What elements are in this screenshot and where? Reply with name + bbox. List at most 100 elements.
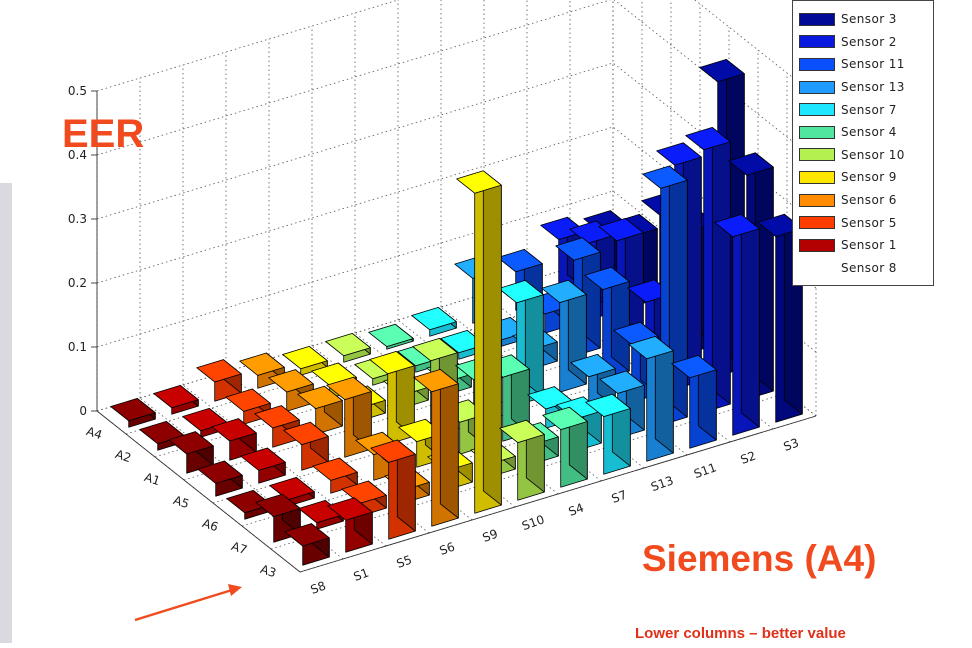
column-tick-label: S3 bbox=[782, 436, 801, 454]
column-tick-label: S6 bbox=[438, 540, 457, 558]
z-tick-label: 0.5 bbox=[68, 84, 87, 98]
legend-label: Sensor 4 bbox=[841, 125, 897, 140]
column-tick-label: S9 bbox=[481, 527, 500, 545]
arrow-layer bbox=[134, 584, 242, 622]
bar-S5-A7 bbox=[341, 480, 387, 517]
grid-line bbox=[96, 0, 817, 161]
bar-S9-A3 bbox=[456, 170, 502, 514]
bar-S1-A6 bbox=[269, 476, 315, 507]
legend-label: Sensor 9 bbox=[841, 170, 897, 185]
legend-item: Sensor 11 bbox=[799, 53, 927, 76]
legend-label: Sensor 13 bbox=[841, 80, 905, 95]
legend-item: Sensor 4 bbox=[799, 121, 927, 144]
legend: Sensor 3 Sensor 2 Sensor 11 Sensor 13 Sensor… bbox=[792, 0, 934, 286]
slide-side-band bbox=[0, 183, 12, 643]
bars-layer bbox=[110, 59, 803, 566]
column-tick-label: S7 bbox=[610, 488, 629, 506]
row-tick-label: A4 bbox=[85, 424, 104, 442]
legend-item: Sensor 8 bbox=[799, 257, 927, 280]
row-tick-label: A6 bbox=[201, 516, 220, 534]
bar-S8-A5 bbox=[197, 460, 243, 497]
legend-item: Sensor 5 bbox=[799, 211, 927, 234]
legend-label: Sensor 1 bbox=[841, 238, 897, 253]
bar-S5-A6 bbox=[312, 457, 358, 494]
legend-label: Sensor 8 bbox=[841, 260, 897, 275]
y-axis-line bbox=[96, 410, 301, 573]
z-tick-label: 0 bbox=[79, 404, 87, 418]
column-tick-label: S4 bbox=[567, 501, 586, 519]
legend-swatch bbox=[799, 216, 835, 230]
bar-S11-A3 bbox=[671, 354, 717, 449]
bar-S4-A4 bbox=[368, 323, 414, 350]
column-tick-label: S11 bbox=[692, 460, 718, 481]
bar-S7-A3 bbox=[585, 393, 631, 475]
bar-S8-A4 bbox=[110, 397, 156, 428]
legend-label: Sensor 6 bbox=[841, 193, 897, 208]
bar-S5-A4 bbox=[196, 359, 242, 402]
bar-S1-A4 bbox=[153, 384, 199, 415]
legend-swatch bbox=[799, 103, 835, 117]
bar-S2-A7 bbox=[685, 127, 731, 413]
bar-S9-A5 bbox=[369, 350, 415, 445]
bar-S2-A3 bbox=[714, 213, 760, 436]
x-axis-line bbox=[299, 415, 817, 573]
bar-S7-A5 bbox=[498, 279, 544, 406]
bar-S11-A1 bbox=[555, 237, 601, 357]
column-tick-label: S13 bbox=[649, 473, 675, 494]
chart-title: EER bbox=[62, 112, 145, 156]
column-tick-label: S8 bbox=[309, 579, 328, 597]
legend-swatch bbox=[799, 261, 835, 275]
z-tick-label: 0.4 bbox=[68, 148, 87, 162]
legend-label: Sensor 3 bbox=[841, 12, 897, 27]
legend-item: Sensor 10 bbox=[799, 144, 927, 167]
bar-S6-A1 bbox=[297, 385, 343, 435]
row-tick-label: A3 bbox=[259, 562, 278, 580]
legend-item: Sensor 13 bbox=[799, 76, 927, 99]
column-tick-label: S10 bbox=[520, 512, 546, 533]
z-tick-label: 0.1 bbox=[68, 340, 87, 354]
bar-S5-A5 bbox=[283, 421, 329, 471]
legend-swatch bbox=[799, 170, 835, 184]
legend-item: Sensor 2 bbox=[799, 31, 927, 54]
bar-S7-A4 bbox=[411, 306, 457, 337]
row-tick-label: A7 bbox=[230, 539, 249, 557]
bar-S1-A5 bbox=[240, 447, 286, 484]
bar-S1-A1 bbox=[211, 418, 257, 461]
bar-S13-A7 bbox=[599, 370, 645, 439]
legend-label: Sensor 7 bbox=[841, 102, 897, 117]
bar-S5-A1 bbox=[254, 405, 300, 448]
bar-S11-A5 bbox=[584, 266, 630, 380]
z-tick-label: 0.2 bbox=[68, 276, 87, 290]
legend-swatch bbox=[799, 35, 835, 49]
z-tick-label: 0.3 bbox=[68, 212, 87, 226]
legend-item: Sensor 9 bbox=[799, 166, 927, 189]
column-tick-label: S2 bbox=[739, 449, 758, 467]
bar-S13-A3 bbox=[628, 335, 674, 462]
bar-S6-A2 bbox=[268, 369, 314, 412]
legend-item: Sensor 7 bbox=[799, 98, 927, 121]
legend-swatch bbox=[799, 80, 835, 94]
column-tick-label: S1 bbox=[352, 566, 371, 584]
legend-swatch bbox=[799, 125, 835, 139]
grid-line bbox=[96, 0, 817, 97]
legend-label: Sensor 2 bbox=[841, 34, 897, 49]
column-tick-label: S5 bbox=[395, 553, 414, 571]
row-tick-label: A1 bbox=[143, 470, 162, 488]
legend-item: Sensor 1 bbox=[799, 234, 927, 257]
bar-S6-A3 bbox=[413, 368, 459, 527]
footnote: Lower columns – better value bbox=[635, 625, 846, 642]
row-tick-label: A5 bbox=[172, 493, 191, 511]
legend-swatch bbox=[799, 57, 835, 71]
bar-S10-A3 bbox=[499, 419, 545, 501]
bar-S10-A4 bbox=[325, 332, 371, 363]
bar-S9-A4 bbox=[282, 345, 328, 376]
legend-item: Sensor 6 bbox=[799, 189, 927, 212]
legend-label: Sensor 5 bbox=[841, 215, 897, 230]
chart-subtitle: Siemens (A4) bbox=[642, 538, 877, 579]
row-tick-label: A2 bbox=[114, 447, 133, 465]
legend-item: Sensor 3 bbox=[799, 8, 927, 31]
bar-S4-A3 bbox=[542, 406, 588, 488]
legend-swatch bbox=[799, 238, 835, 252]
arrow-to-a4 bbox=[134, 584, 242, 622]
